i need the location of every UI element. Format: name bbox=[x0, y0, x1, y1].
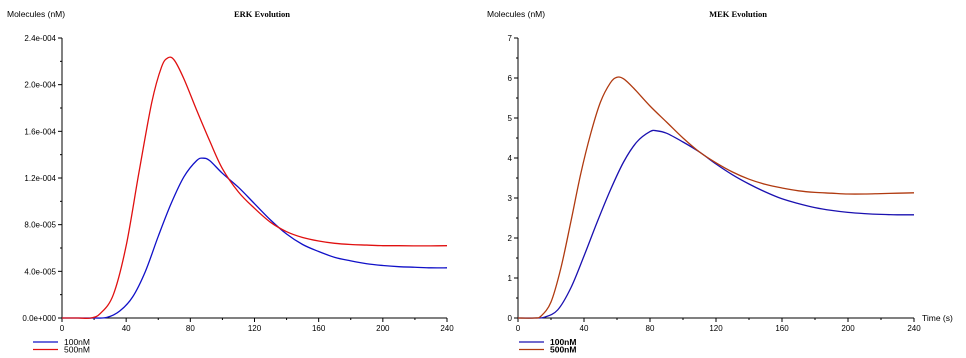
legend-label: 100nM bbox=[64, 337, 90, 347]
y-tick-label: 7 bbox=[508, 34, 513, 43]
x-tick-label: 0 bbox=[516, 324, 521, 333]
x-tick-label: 200 bbox=[841, 324, 855, 333]
x-tick-label: 200 bbox=[376, 324, 390, 333]
y-tick-label: 1.2e-004 bbox=[24, 174, 56, 183]
y-tick-label: 3 bbox=[508, 194, 513, 203]
x-tick-label: 40 bbox=[580, 324, 589, 333]
x-tick-label: 40 bbox=[122, 324, 131, 333]
series-line-100nM bbox=[517, 129, 915, 319]
chart-2: MEK Evolution Molecules (nM) 0 1 2 3 4 5 6 7 0 40 80… bbox=[487, 9, 953, 355]
y-tick-label: 2 bbox=[508, 234, 513, 243]
x-axis-label: Time (s) bbox=[922, 313, 953, 323]
y-tick-label: 1.6e-004 bbox=[24, 127, 56, 136]
legend-label: 100nM bbox=[550, 337, 576, 347]
y-tick-label: 5 bbox=[508, 114, 513, 123]
y-axis-label: Molecules (nM) bbox=[7, 9, 65, 19]
chart-1: ERK Evolution Molecules (nM) 0.0e+000 4.0e-… bbox=[7, 9, 454, 355]
x-tick-label: 120 bbox=[709, 324, 723, 333]
chart-title: MEK Evolution bbox=[709, 9, 767, 19]
x-tick-label: 240 bbox=[440, 324, 454, 333]
x-tick-label: 160 bbox=[775, 324, 789, 333]
x-tick-label: 160 bbox=[312, 324, 326, 333]
y-axis-label: Molecules (nM) bbox=[487, 9, 545, 19]
y-tick-label: 6 bbox=[508, 74, 513, 83]
x-tick-label: 80 bbox=[646, 324, 655, 333]
x-tick-label: 240 bbox=[907, 324, 921, 333]
y-tick-label: 2.0e-004 bbox=[24, 81, 56, 90]
y-tick-label: 4.0e-005 bbox=[24, 267, 56, 276]
x-tick-label: 120 bbox=[248, 324, 262, 333]
legend-label: 500nM bbox=[64, 345, 90, 355]
y-tick-label: 8.0e-005 bbox=[24, 221, 56, 230]
series-line-100nM bbox=[62, 157, 448, 319]
series-line-500nM bbox=[517, 76, 915, 319]
y-tick-label: 4 bbox=[508, 154, 513, 163]
x-tick-label: 0 bbox=[60, 324, 65, 333]
y-tick-label: 2.4e-004 bbox=[24, 34, 56, 43]
series-line-500nM bbox=[62, 56, 448, 319]
chart-title: ERK Evolution bbox=[234, 9, 290, 19]
y-tick-label: 0 bbox=[508, 314, 513, 323]
legend-label: 500nM bbox=[550, 345, 576, 355]
y-tick-label: 0.0e+000 bbox=[22, 314, 56, 323]
x-tick-label: 80 bbox=[186, 324, 195, 333]
y-tick-label: 1 bbox=[508, 274, 513, 283]
